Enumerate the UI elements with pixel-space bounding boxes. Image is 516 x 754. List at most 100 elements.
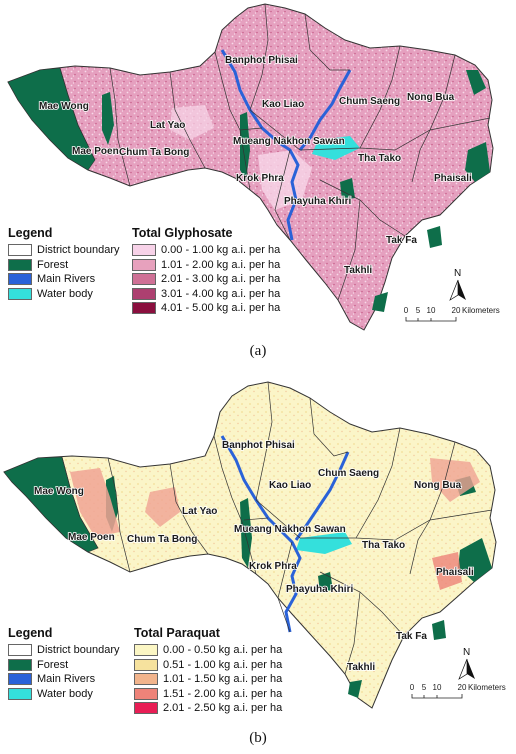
district-label: Mae Poen [72, 146, 119, 157]
legend-label: Forest [37, 258, 69, 271]
forest-west [3, 456, 99, 553]
legend-title: Total Glyphosate [132, 226, 233, 240]
scale-tick: 20 [452, 306, 461, 315]
scale-line [405, 317, 457, 322]
main-rivers-b2 [294, 451, 350, 541]
district-label: Kao Liao [269, 480, 311, 491]
legend-label: 0.51 - 1.00 kg a.i. per ha [163, 658, 283, 671]
legend-label: District boundary [37, 244, 120, 257]
legend-title: Legend [8, 626, 53, 640]
legend-swatch [134, 687, 158, 700]
north-letter: N [463, 647, 470, 658]
legend-swatch [8, 673, 32, 686]
pink-area-b4 [432, 552, 462, 590]
district-label: Mae Wong [39, 101, 89, 112]
district-label: Krok Phra [249, 561, 297, 572]
district-label: Chum Ta Bong [119, 147, 189, 158]
legend-item: 0.00 - 0.50 kg a.i. per ha [134, 643, 282, 658]
pink-area-b3 [430, 458, 480, 502]
north-arrow: N [458, 647, 475, 680]
legend-label: 0.00 - 1.00 kg a.i. per ha [161, 244, 281, 257]
legend-label: 1.01 - 1.50 kg a.i. per ha [163, 673, 283, 686]
forest-west [7, 67, 96, 171]
district-label: Chum Ta Bong [127, 534, 197, 545]
district-label: Krok Phra [236, 173, 284, 184]
scale-tick: 0 [410, 683, 415, 692]
main-rivers-a2 [298, 69, 352, 151]
scale-tick: 5 [416, 306, 421, 315]
panel-caption: (a) [249, 343, 267, 359]
district-boundaries-a [59, 3, 491, 301]
district-label: Mueang Nakhon Sawan [234, 524, 346, 535]
district-boundaries-b [61, 381, 493, 675]
legend-swatch [134, 702, 158, 715]
district-label: Tak Fa [396, 631, 427, 642]
forest-patch-b7 [348, 680, 362, 698]
legend-label: Main Rivers [37, 273, 96, 286]
legend-swatch [134, 658, 158, 671]
legend-item: Water body [8, 687, 120, 702]
district-label: Tha Tako [358, 153, 401, 164]
scale-tick: 10 [433, 683, 442, 692]
legend-label: 1.01 - 2.00 kg a.i. per ha [161, 258, 281, 271]
legend-swatch [8, 644, 32, 657]
district-labels-b: Banphot Phisai Kao Liao Chum Saeng Nong … [33, 439, 475, 674]
legend-item: 0.00 - 1.00 kg a.i. per ha [132, 243, 280, 258]
legend-item: Forest [8, 658, 120, 673]
forest-patch-a5 [427, 226, 442, 248]
scale-tick: 5 [422, 683, 427, 692]
scale-unit: Kilometers [462, 306, 500, 315]
scale-tick: 0 [404, 306, 409, 315]
legend-swatch [8, 258, 32, 271]
legend-label: Forest [37, 658, 69, 671]
district-label: Banphot Phisai [225, 55, 298, 66]
district-label: Kao Liao [262, 99, 304, 110]
scale-bar: 0 5 10 20 Kilometers [404, 306, 500, 322]
legend-label: 1.51 - 2.00 kg a.i. per ha [163, 687, 283, 700]
scale-bar: 0 5 10 20 Kilometers [410, 683, 506, 699]
legend-swatch [8, 687, 32, 700]
legend-item: Forest [8, 258, 120, 273]
legend-title: Total Paraquat [134, 626, 220, 640]
study-area [7, 3, 494, 331]
glyphosate-class-legend: Total Glyphosate 0.00 - 1.00 kg a.i. per… [132, 226, 280, 316]
legend-swatch [8, 273, 32, 286]
legend-label: Water body [37, 687, 93, 700]
legend-item: 1.51 - 2.00 kg a.i. per ha [134, 687, 282, 702]
light-area-a2 [170, 105, 214, 140]
legend-swatch [132, 244, 156, 257]
district-label: Takhli [347, 662, 375, 673]
pink-area-b2 [145, 487, 180, 527]
district-label: Phaisali [436, 567, 474, 578]
north-arrow-icon [449, 279, 459, 301]
district-label: Tak Fa [386, 235, 417, 246]
forest-patch-b3 [458, 538, 492, 582]
legend-item: Main Rivers [8, 272, 120, 287]
legend-swatch [8, 658, 32, 671]
legend-swatch [132, 273, 156, 286]
legend-label: 4.01 - 5.00 kg a.i. per ha [161, 302, 281, 315]
scale-line [411, 694, 463, 699]
legend-swatch [132, 287, 156, 300]
district-label: Lat Yao [150, 120, 185, 131]
forest-patch-a6 [340, 178, 355, 200]
scale-tick: 10 [427, 306, 436, 315]
paraquat-class-legend: Total Paraquat 0.00 - 0.50 kg a.i. per h… [134, 626, 282, 716]
north-arrow: N [449, 268, 466, 301]
district-label: Nong Bua [407, 92, 455, 103]
main-rivers-b [220, 435, 302, 633]
district-label: Takhli [344, 265, 372, 276]
map-legend: Legend District boundary Forest Main River… [8, 226, 120, 301]
legend-item: 1.01 - 1.50 kg a.i. per ha [134, 672, 282, 687]
legend-swatch [134, 673, 158, 686]
panel-caption: (b) [249, 730, 267, 746]
forest-strip-a1 [102, 92, 114, 145]
water-body-a [312, 136, 360, 160]
paraquat-map-panel: Banphot Phisai Kao Liao Chum Saeng Nong … [0, 362, 516, 715]
district-label: Chum Saeng [318, 468, 379, 479]
district-label: Mueang Nakhon Sawan [233, 136, 345, 147]
legend-swatch [8, 244, 32, 257]
main-rivers-a [220, 49, 300, 241]
legend-item: 1.01 - 2.00 kg a.i. per ha [132, 258, 280, 273]
forest-patch-b5 [432, 620, 446, 640]
